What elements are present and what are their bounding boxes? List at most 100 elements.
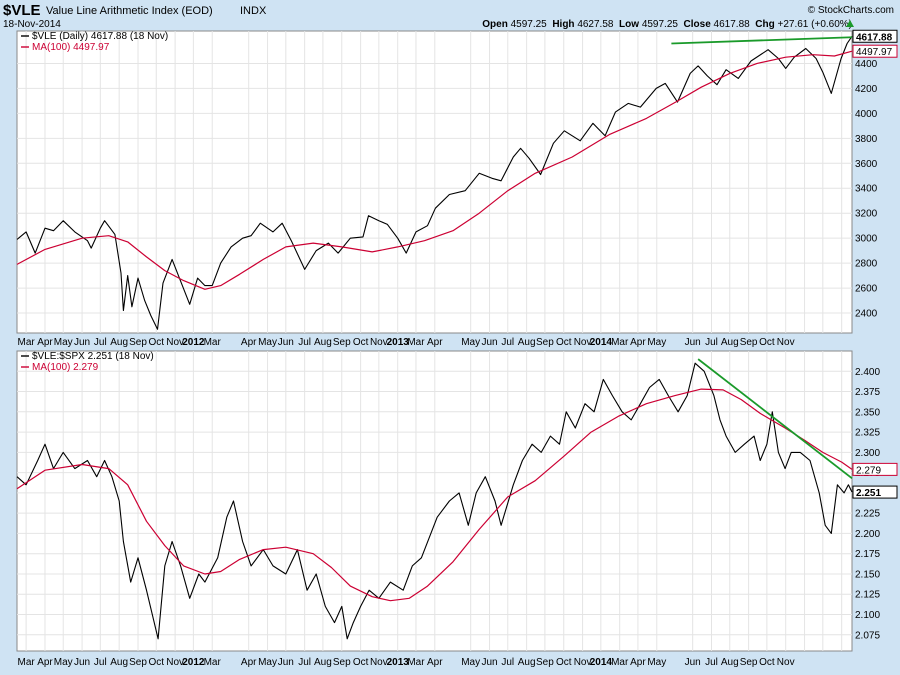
last-ma-label-box — [852, 462, 898, 476]
close-label: Close — [683, 19, 711, 30]
x-tick-label: Jul — [94, 657, 107, 668]
y-tick-label: 2.075 — [855, 630, 880, 641]
x-tick-label: Nov — [574, 337, 592, 348]
x-tick-label: 2012 — [182, 657, 205, 668]
x-tick-label: Nov — [777, 657, 795, 668]
x-tick-label: Mar — [204, 337, 222, 348]
x-tick-label: Nov — [166, 337, 184, 348]
open-value: 4597.25 — [510, 19, 547, 30]
x-tick-label: Sep — [536, 337, 554, 348]
x-tick-label: Mar — [407, 337, 425, 348]
x-tick-label: Oct — [148, 657, 164, 668]
x-tick-label: Apr — [427, 337, 443, 348]
y-tick-label: 2.400 — [855, 367, 880, 378]
last-ma-label: 2.279 — [856, 465, 881, 476]
y-tick-label: 3200 — [855, 209, 878, 220]
watermark: © StockCharts.com — [807, 5, 894, 16]
x-tick-label: Nov — [777, 337, 795, 348]
x-tick-label: Mar — [18, 337, 36, 348]
x-tick-label: May — [461, 657, 480, 668]
x-tick-label: Aug — [314, 337, 332, 348]
x-tick-label: Oct — [556, 337, 572, 348]
chg-value: +27.61 (+0.60%) — [777, 19, 853, 30]
x-tick-label: May — [647, 657, 666, 668]
x-tick-label: Apr — [241, 337, 257, 348]
x-tick-label: Aug — [721, 657, 739, 668]
x-tick-label: Oct — [759, 657, 775, 668]
trendline — [671, 36, 853, 45]
x-tick-label: Jul — [705, 657, 718, 668]
last-ma-label-box — [852, 44, 898, 58]
x-tick-label: Apr — [427, 657, 443, 668]
last-price-label-box — [852, 29, 898, 43]
last-price-label-box — [852, 485, 898, 499]
x-tick-label: Jun — [481, 657, 497, 668]
x-tick-label: Jun — [278, 337, 294, 348]
x-tick-label: 2014 — [590, 337, 613, 348]
last-ma-label: 4497.97 — [856, 47, 893, 58]
panel-2: 2.0752.1002.1252.1502.1752.2002.2252.250… — [16, 350, 898, 668]
x-tick-label: Aug — [314, 657, 332, 668]
y-tick-label: 2600 — [855, 284, 878, 295]
x-tick-label: Jun — [278, 657, 294, 668]
x-tick-label: Jun — [74, 337, 90, 348]
legend-entry: $VLE (Daily) 4617.88 (18 Nov) — [32, 31, 168, 42]
x-tick-label: Mar — [611, 657, 629, 668]
x-tick-label: Jul — [501, 657, 514, 668]
ma-line — [16, 388, 853, 602]
x-tick-label: Oct — [556, 657, 572, 668]
up-triangle-icon — [846, 20, 854, 27]
ma-line — [16, 50, 853, 290]
x-tick-label: Nov — [370, 337, 388, 348]
legend-entry: $VLE:$SPX 2.251 (18 Nov) — [32, 351, 154, 362]
x-tick-label: Sep — [740, 337, 758, 348]
x-tick-label: May — [258, 657, 277, 668]
x-tick-label: 2014 — [590, 657, 613, 668]
y-tick-label: 2.175 — [855, 549, 880, 560]
y-tick-label: 2.225 — [855, 509, 880, 520]
x-tick-label: May — [54, 337, 73, 348]
high-label: High — [552, 19, 575, 30]
y-tick-label: 2.100 — [855, 610, 880, 621]
x-tick-label: Nov — [166, 657, 184, 668]
x-tick-label: Sep — [333, 657, 351, 668]
x-tick-label: Nov — [574, 657, 592, 668]
x-tick-label: Aug — [721, 337, 739, 348]
x-tick-label: Aug — [110, 657, 128, 668]
legend-entry: MA(100) 2.279 — [32, 362, 99, 373]
x-tick-label: Sep — [740, 657, 758, 668]
x-tick-label: Mar — [204, 657, 222, 668]
panel-1: 2400 2600 2800 3000 3200 3400 3600 3800 4000 4200… — [16, 29, 898, 348]
x-tick-label: Jul — [298, 657, 311, 668]
x-tick-label: Oct — [759, 337, 775, 348]
y-tick-label: 4000 — [855, 109, 878, 120]
y-tick-label: 2.325 — [855, 428, 880, 439]
quote-bar: Open 4597.25 High 4627.58 Low 4597.25 Cl… — [482, 19, 852, 30]
x-tick-label: Jul — [94, 337, 107, 348]
x-tick-label: May — [54, 657, 73, 668]
x-tick-label: Sep — [333, 337, 351, 348]
x-tick-label: Jun — [685, 657, 701, 668]
low-value: 4597.25 — [641, 19, 678, 30]
x-tick-label: Jun — [685, 337, 701, 348]
x-tick-label: May — [647, 337, 666, 348]
x-tick-label: Sep — [536, 657, 554, 668]
x-tick-label: May — [258, 337, 277, 348]
y-tick-label: 3800 — [855, 134, 878, 145]
x-tick-label: Mar — [407, 657, 425, 668]
y-tick-label: 3600 — [855, 159, 878, 170]
x-tick-label: Apr — [241, 657, 257, 668]
x-tick-label: Nov — [370, 657, 388, 668]
x-tick-label: Aug — [110, 337, 128, 348]
x-tick-label: Apr — [37, 337, 53, 348]
legend-entry: MA(100) 4497.97 — [32, 42, 110, 53]
y-tick-label: 2.375 — [855, 387, 880, 398]
index-name: Value Line Arithmetic Index (EOD) — [46, 5, 213, 17]
y-tick-label: 2.350 — [855, 407, 880, 418]
last-price-label: 2.251 — [856, 488, 881, 499]
chg-label: Chg — [755, 19, 775, 30]
symbol-title: $VLE — [3, 2, 41, 19]
x-tick-label: Jul — [501, 337, 514, 348]
